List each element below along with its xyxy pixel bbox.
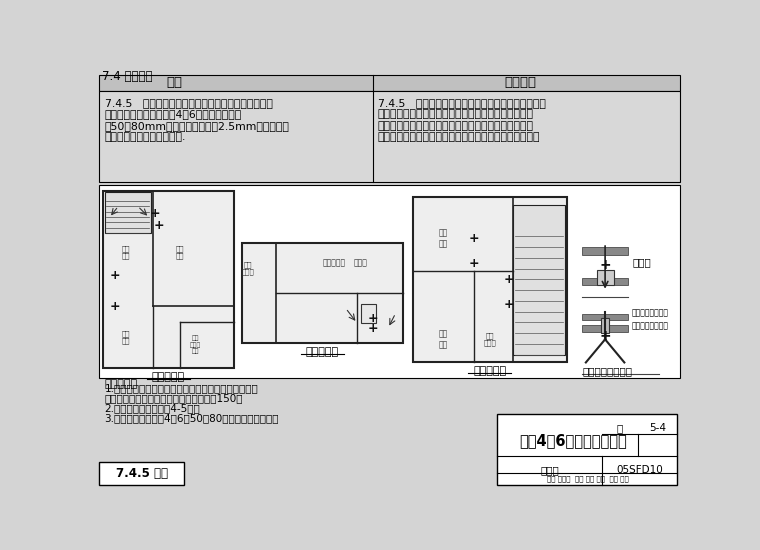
Text: 连通口: 连通口 bbox=[632, 257, 651, 267]
Text: 防护
密闭门: 防护 密闭门 bbox=[483, 332, 496, 346]
Text: 消毒淋浴间: 消毒淋浴间 bbox=[322, 258, 346, 268]
Text: +: + bbox=[367, 322, 378, 335]
Text: +: + bbox=[154, 219, 164, 232]
Text: +: + bbox=[600, 257, 611, 272]
Text: 7.4.5 图示: 7.4.5 图示 bbox=[116, 467, 167, 480]
Text: 相邻防护单元隔墙: 相邻防护单元隔墙 bbox=[632, 321, 669, 330]
Text: 防化
值班室: 防化 值班室 bbox=[242, 261, 254, 275]
Text: 审图 葛洪元  设计 校对 朱兰  绘制 魏夏: 审图 葛洪元 设计 校对 朱兰 绘制 魏夏 bbox=[546, 475, 629, 482]
Text: 7.4 线路敷设: 7.4 线路敷设 bbox=[102, 70, 152, 83]
Text: +: + bbox=[504, 298, 515, 311]
Bar bbox=[597, 270, 613, 285]
Text: 防护
密闭门
位置: 防护 密闭门 位置 bbox=[190, 336, 201, 354]
Bar bbox=[100, 75, 679, 91]
Text: 图集号: 图集号 bbox=[540, 465, 559, 475]
Text: 条文: 条文 bbox=[166, 76, 182, 90]
Text: 7.4.5   各人员出入口和连通口的防护密闭门门框墙、: 7.4.5 各人员出入口和连通口的防护密闭门门框墙、 bbox=[105, 98, 273, 108]
Text: +: + bbox=[469, 257, 480, 270]
Bar bbox=[242, 243, 404, 343]
Text: 密闭
通道: 密闭 通道 bbox=[439, 329, 448, 349]
Bar bbox=[100, 462, 184, 485]
Bar bbox=[103, 191, 234, 368]
Text: 加的各种动力、照明、内部电源、通信、自动检测等所: 加的各种动力、照明、内部电源、通信、自动检测等所 bbox=[378, 109, 534, 119]
Text: 换衣室: 换衣室 bbox=[354, 258, 368, 268]
Text: 条文说明: 条文说明 bbox=[505, 76, 537, 90]
Text: 5-4: 5-4 bbox=[649, 424, 667, 433]
Text: 05SFD10: 05SFD10 bbox=[616, 465, 663, 475]
Text: 需要、防止工程竣工后，因增加各种管线，在密闭隔墙: 需要、防止工程竣工后，因增加各种管线，在密闭隔墙 bbox=[378, 120, 534, 131]
Text: 上随便钻洞、打孔，影响到防空地下室密闭和结构强度。: 上随便钻洞、打孔，影响到防空地下室密闭和结构强度。 bbox=[378, 132, 540, 142]
Text: +: + bbox=[504, 273, 515, 286]
Text: 人防
工程: 人防 工程 bbox=[122, 330, 131, 344]
Text: +: + bbox=[469, 232, 480, 245]
Text: +: + bbox=[600, 328, 611, 343]
Text: 预埋4～6根备用管示意图: 预埋4～6根备用管示意图 bbox=[519, 433, 627, 448]
Text: 相邻防护单元隔墙: 相邻防护单元隔墙 bbox=[632, 308, 669, 317]
Bar bbox=[582, 314, 629, 320]
Text: 密闭
通道: 密闭 通道 bbox=[176, 245, 185, 260]
Text: +: + bbox=[150, 207, 160, 221]
Text: 3.＋图中预埋备用管4～6根50～80热镀锌钢管的代号。: 3.＋图中预埋备用管4～6根50～80热镀锌钢管的代号。 bbox=[105, 413, 279, 424]
Text: 需要的预埋管数量，但最大管径不应大于150。: 需要的预埋管数量，但最大管径不应大于150。 bbox=[105, 393, 243, 403]
Text: 防毒
通道: 防毒 通道 bbox=[439, 229, 448, 248]
Text: 页: 页 bbox=[616, 424, 623, 433]
Bar bbox=[601, 318, 609, 333]
Bar bbox=[361, 304, 376, 323]
Text: 相邻防护单元隔墙: 相邻防护单元隔墙 bbox=[582, 366, 632, 376]
Bar bbox=[513, 205, 565, 355]
Bar bbox=[105, 192, 150, 233]
Text: +: + bbox=[367, 312, 378, 324]
Bar bbox=[497, 414, 677, 485]
Bar bbox=[582, 278, 629, 285]
Text: +: + bbox=[109, 300, 120, 313]
Text: 1.本图表示为预埋备用管要求，不包括平时实际使用所: 1.本图表示为预埋备用管要求，不包括平时实际使用所 bbox=[105, 383, 258, 393]
Text: 次要出入口: 次要出入口 bbox=[306, 347, 339, 357]
Text: 防毒
通道: 防毒 通道 bbox=[122, 245, 131, 260]
Text: 为50～80mm，管壁厚度不小于2.5mm的热镀锌钢: 为50～80mm，管壁厚度不小于2.5mm的热镀锌钢 bbox=[105, 120, 290, 131]
Text: 密闭门门框墙上均应预埋4～6根备用管，管径: 密闭门门框墙上均应预埋4～6根备用管，管径 bbox=[105, 109, 242, 119]
Text: 管，并应符合防护密闭要求.: 管，并应符合防护密闭要求. bbox=[105, 132, 186, 142]
Bar bbox=[582, 247, 629, 255]
Text: 主要出入口: 主要出入口 bbox=[473, 366, 506, 376]
Text: 次要出入口: 次要出入口 bbox=[152, 372, 185, 382]
Bar bbox=[100, 185, 679, 378]
Text: 7.4.5   预留备用穿线钢管是为了供平时和战时可能增: 7.4.5 预留备用穿线钢管是为了供平时和战时可能增 bbox=[378, 98, 546, 108]
Bar bbox=[413, 197, 567, 362]
Bar bbox=[582, 326, 629, 332]
Bar bbox=[100, 91, 679, 182]
Text: +: + bbox=[109, 269, 120, 282]
Text: 2.图示中建筑平面参见4-5页。: 2.图示中建筑平面参见4-5页。 bbox=[105, 403, 201, 413]
Text: 次要出入口: 次要出入口 bbox=[105, 379, 138, 389]
